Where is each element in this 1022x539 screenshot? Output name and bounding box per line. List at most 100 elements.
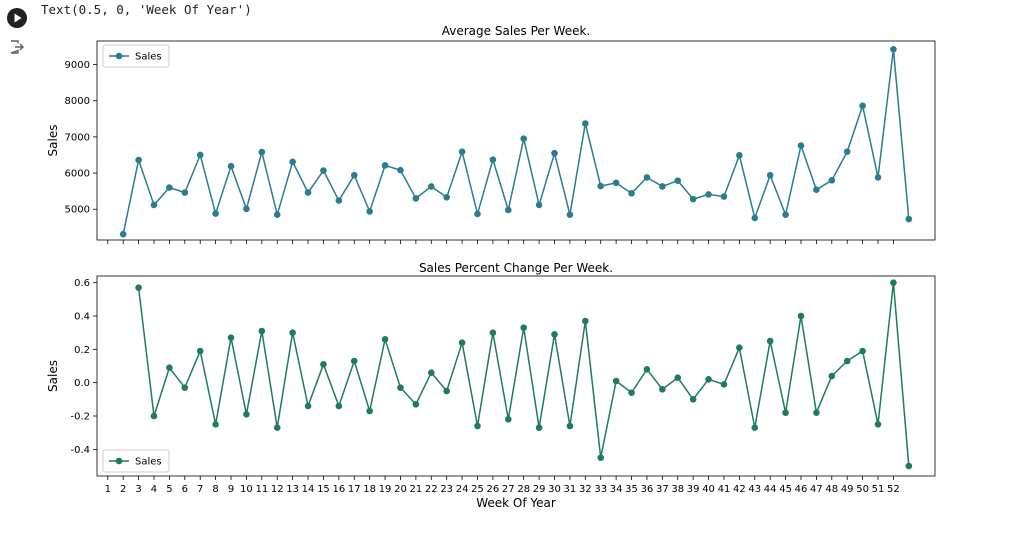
chart2-data-point (535, 424, 543, 431)
chart2-x-axis-label: Week Of Year (476, 496, 556, 510)
chart2-data-point (782, 409, 789, 416)
chart2-data-point (366, 407, 373, 415)
chart1-data-point (720, 193, 728, 200)
chart1-data-point (458, 148, 466, 156)
chart2-x-tick-label: 2 (120, 484, 126, 495)
chart2-x-tick-label: 35 (625, 484, 638, 495)
chart2-x-tick-label: 14 (302, 484, 315, 495)
chart2-y-tick-label: -0.4 (70, 445, 90, 456)
chart2-x-tick-label: 7 (197, 484, 203, 495)
chart2-x-tick-label: 10 (240, 484, 253, 495)
chart2-x-tick-label: 21 (410, 484, 423, 495)
chart2-x-tick-label: 28 (517, 484, 530, 495)
chart2-data-point (304, 402, 312, 410)
chart2-legend-label: Sales (135, 457, 162, 468)
chart2-data-point (166, 364, 173, 371)
chart1-data-point (135, 156, 142, 164)
chart2-x-tick-label: 13 (286, 484, 299, 495)
chart2-data-point (350, 357, 358, 365)
chart2-x-tick-label: 22 (425, 484, 438, 495)
chart2-data-point (751, 424, 759, 431)
chart2-y-tick-label: 0.0 (74, 378, 90, 389)
chart2-data-point (489, 329, 497, 336)
chart2-x-tick-label: 37 (656, 484, 669, 495)
chart2-data-point (797, 312, 805, 320)
chart2-data-point (397, 384, 404, 391)
chart2-x-tick-label: 46 (795, 484, 808, 495)
chart2-x-tick-label: 19 (379, 484, 392, 495)
chart1-data-point (628, 190, 635, 197)
chart1-title: Average Sales Per Week. (442, 24, 590, 38)
cell-output-text: Text(0.5, 0, 'Week Of Year') (41, 2, 252, 17)
chart2-x-tick-label: 20 (394, 484, 407, 495)
chart1-data-point (273, 211, 281, 218)
chart2-data-point (150, 412, 158, 420)
chart2-x-tick-label: 49 (841, 484, 854, 495)
chart2-data-point (659, 386, 666, 393)
chart1-data-point (905, 215, 913, 223)
chart2-data-point (504, 416, 512, 423)
chart1-data-point (582, 120, 589, 127)
chart2-x-tick-label: 25 (471, 484, 484, 495)
chart2-title: Sales Percent Change Per Week. (419, 261, 613, 275)
chart2-data-point (628, 389, 635, 396)
chart2-data-point (212, 421, 219, 428)
chart2-data-point (766, 337, 774, 345)
chart2-x-tick-label: 31 (564, 484, 577, 495)
chart2-data-point (181, 384, 189, 391)
chart2-y-tick-label: 0.4 (74, 312, 90, 323)
chart2-data-point (427, 369, 435, 376)
chart1-data-point (504, 206, 512, 214)
chart2-x-tick-label: 45 (779, 484, 792, 495)
chart2-data-point (258, 327, 266, 335)
chart1-data-point (551, 149, 558, 157)
chart2-data-point (381, 336, 389, 343)
chart1-data-point (366, 208, 373, 215)
chart2-x-tick-label: 44 (764, 484, 777, 495)
chart1-data-point (427, 183, 435, 190)
chart1-data-point (797, 142, 805, 149)
chart2-data-point (643, 366, 651, 373)
run-cell-button[interactable] (7, 8, 27, 28)
chart1-y-tick-label: 9000 (65, 60, 90, 71)
chart2-x-tick-label: 51 (872, 484, 885, 495)
chart1-data-point (412, 195, 420, 202)
chart1-data-point (843, 148, 851, 156)
chart1-legend-box (102, 44, 170, 68)
chart1-data-point (813, 186, 820, 194)
chart2-x-tick-label: 41 (718, 484, 731, 495)
chart1-data-point (659, 183, 666, 190)
chart2-x-tick-label: 30 (548, 484, 561, 495)
chart1-data-point (227, 162, 235, 170)
chart2-data-point (458, 339, 466, 346)
chart2-data-point (196, 347, 204, 355)
chart1-data-point (212, 210, 219, 217)
chart1-y-tick-label: 7000 (65, 132, 90, 143)
chart2-data-point (474, 422, 481, 430)
chart1-data-point (489, 156, 497, 163)
play-icon (14, 13, 22, 23)
chart2-x-tick-label: 29 (533, 484, 546, 495)
chart1-data-point (520, 135, 528, 142)
chart1-legend-label: Sales (135, 52, 162, 63)
chart2-x-tick-label: 18 (363, 484, 376, 495)
chart1-data-point (474, 210, 481, 218)
chart1-data-point (397, 166, 404, 174)
chart1-data-point (320, 167, 327, 174)
chart1-data-point (782, 211, 789, 218)
chart2-x-tick-label: 47 (810, 484, 823, 495)
chart1-data-point (181, 189, 189, 196)
chart2-x-tick-label: 27 (502, 484, 515, 495)
chart2-data-point (597, 454, 605, 461)
chart2-x-tick-label: 26 (487, 484, 500, 495)
chart2-x-tick-label: 24 (456, 484, 469, 495)
chart1-data-point (350, 171, 358, 179)
chart2-data-point (689, 396, 697, 403)
chart2-x-tick-label: 17 (348, 484, 361, 495)
chart1-data-point (381, 162, 389, 169)
output-arrow-icon[interactable] (9, 39, 25, 55)
chart2-legend-marker (115, 457, 123, 465)
chart2-y-tick-label: 0.6 (74, 278, 90, 289)
chart2-data-point (551, 331, 558, 338)
chart1-legend-marker (115, 52, 123, 60)
